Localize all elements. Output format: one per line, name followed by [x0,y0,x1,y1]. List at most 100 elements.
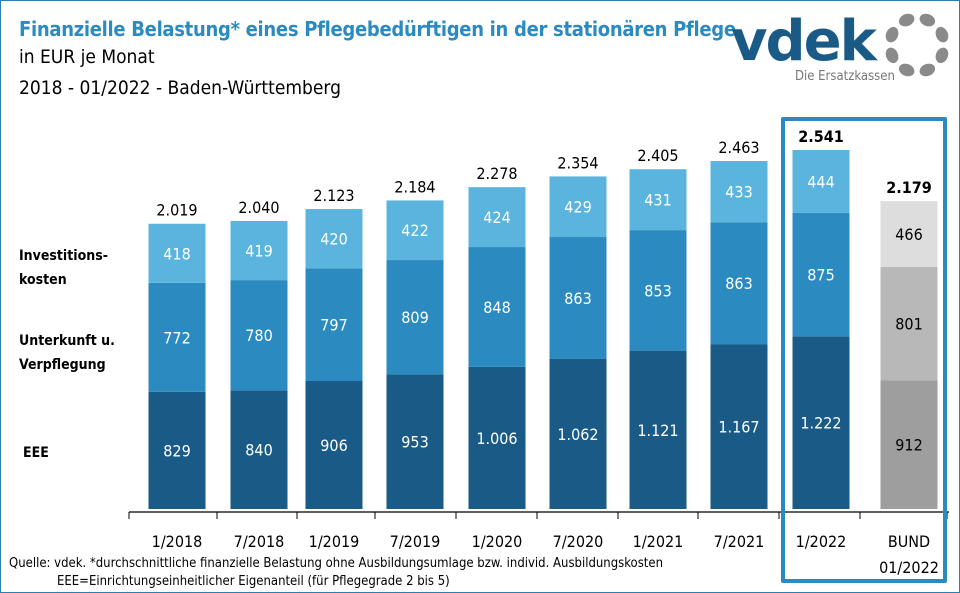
x-tick-label: 1/2020 [472,532,523,551]
total-label: 2.123 [313,186,354,205]
data-label: 912 [895,436,922,455]
legend-eee: EEE [23,441,49,465]
data-label: 422 [401,221,428,240]
logo-ring-segment [885,26,899,43]
x-tick-label: 1/2018 [152,532,203,551]
highlight-box [781,117,947,583]
bar-segment [230,220,288,281]
bar-segment [305,209,363,269]
data-label: 1.006 [476,429,517,448]
legend-unterkunft: Unterkunft u. Verpflegung [19,329,115,377]
data-label: 906 [320,436,347,455]
total-label: 2.278 [476,164,517,183]
data-label: 444 [807,172,834,191]
total-label: 2.040 [238,198,279,217]
vdek-logo: vdek Die Ersatzkassen [729,9,951,89]
total-label: 2.405 [637,146,678,165]
data-label: 780 [245,326,272,345]
legend-label-line: Unterkunft u. [19,333,115,349]
bar-segment [230,390,288,509]
data-label: 772 [163,328,190,347]
data-label: 1.167 [718,418,759,437]
x-tick-label: 7/2020 [553,532,604,551]
chart-subtitle-period: 2018 - 01/2022 - Baden-Württemberg [19,77,341,99]
bar-segment [880,380,938,509]
data-label: 1.222 [800,414,841,433]
logo-tagline: Die Ersatzkassen [795,69,895,84]
total-label: 2.184 [394,177,435,196]
logo-ring-segment [898,63,915,77]
bar-segment [386,260,444,375]
logo-text: vdek [731,9,877,74]
logo-ring-segment [919,13,936,27]
data-label: 429 [564,198,591,217]
data-label: 953 [401,433,428,452]
bar-segment [549,358,607,509]
data-label: 840 [245,441,272,460]
logo-ring-segment [935,26,949,43]
bar-segment [148,282,206,392]
x-tick-label: BUND [888,532,930,551]
data-label: 431 [644,191,671,210]
data-label: 801 [895,315,922,334]
bar-segment [629,230,687,351]
bar-segment [792,150,850,213]
bar-segment [468,187,526,248]
data-label: 1.121 [637,421,678,440]
footnote-eee: EEE=Einrichtungseinheitlicher Eigenantei… [57,574,450,589]
logo-ring-icon [885,13,949,77]
legend-investitionskosten: Investitions- kosten [19,244,108,292]
x-tick-label: 7/2019 [390,532,441,551]
bar-segment [468,366,526,509]
logo-ring-segment [935,47,949,64]
bar-segment [792,212,850,337]
bar-segment [148,391,206,509]
bar-segment [629,350,687,509]
total-label: 2.354 [557,153,598,172]
data-label: 853 [644,281,671,300]
legend-label-line: kosten [19,272,67,288]
legend-label-line: Investitions- [19,248,108,264]
total-label: 2.019 [156,201,197,220]
x-tick-label: 7/2021 [714,532,765,551]
data-label: 829 [163,441,190,460]
footnote-source: Quelle: vdek. *durchschnittliche finanzi… [9,556,663,571]
bar-segment [468,247,526,367]
bar-segment [880,266,938,381]
bar-segment [710,344,768,509]
bar-segment [792,336,850,509]
chart-title: Finanzielle Belastung* eines Pflegebedür… [19,17,736,41]
data-label: 424 [483,208,510,227]
bar-segment [386,374,444,509]
data-label: 797 [320,316,347,335]
x-tick-label: 1/2021 [633,532,684,551]
x-tick-label: 1/2019 [309,532,360,551]
logo-ring-segment [919,63,936,77]
bar-segment [230,280,288,391]
x-tick-label: 01/2022 [879,558,939,577]
x-tick-label: 7/2018 [234,532,285,551]
data-label: 419 [245,242,272,261]
bar-segment [549,176,607,238]
bar-segment [549,237,607,359]
bar-segment [148,223,206,283]
bar-segment [305,268,363,381]
logo-ring-segment [885,47,899,64]
total-label: 2.463 [718,138,759,157]
legend-label-line: Verpflegung [19,357,106,373]
x-tick-label: 1/2022 [796,532,847,551]
bar-segment [710,222,768,345]
total-label: 2.541 [798,127,844,146]
data-label: 863 [725,274,752,293]
bar-segment [305,380,363,509]
total-label: 2.179 [886,178,932,197]
logo-ring-segment [898,13,915,27]
bar-segment [880,201,938,267]
data-label: 418 [163,244,190,263]
chart-subtitle-unit: in EUR je Monat [19,46,155,68]
bar-segment [386,200,444,261]
data-label: 433 [725,183,752,202]
data-label: 1.062 [557,425,598,444]
